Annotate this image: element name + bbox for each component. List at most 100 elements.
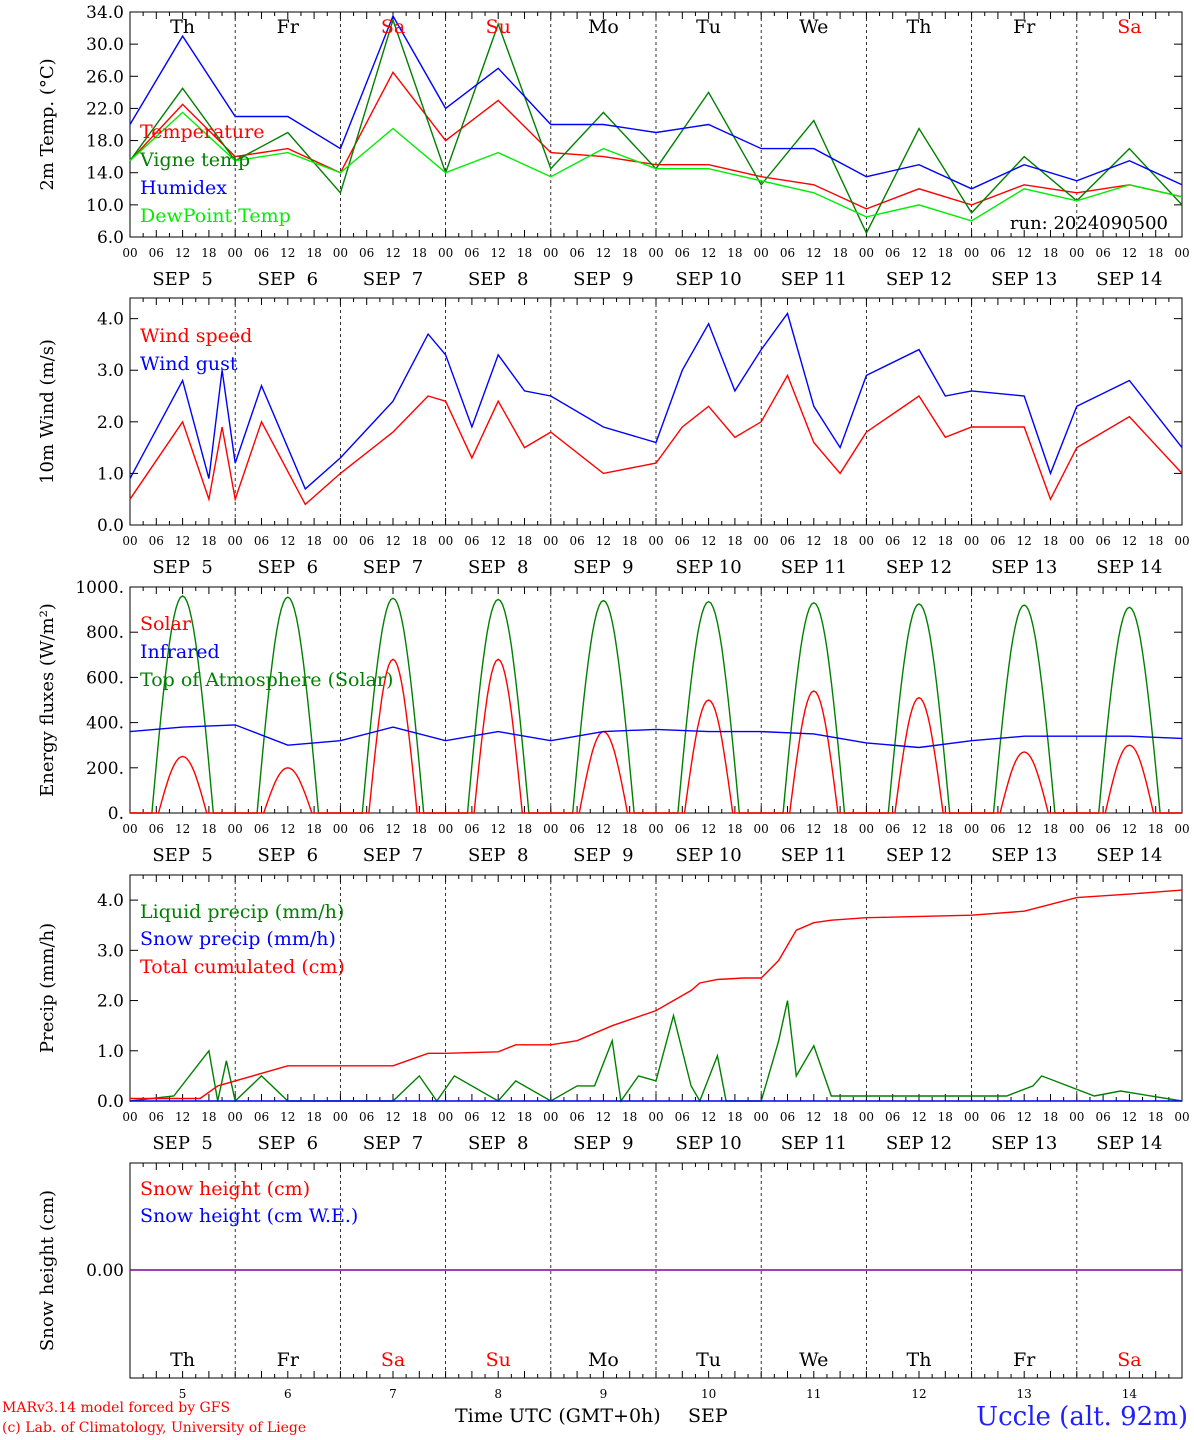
day-label: Th bbox=[170, 1349, 195, 1371]
day-number: 14 bbox=[1122, 1387, 1138, 1400]
hour-label: 00 bbox=[122, 534, 137, 548]
hour-label: 18 bbox=[201, 534, 216, 548]
date-label: SEP 7 bbox=[363, 1133, 423, 1154]
panel-frame bbox=[129, 11, 1183, 238]
hour-label: 18 bbox=[832, 822, 847, 836]
hour-label: 06 bbox=[569, 822, 584, 836]
hour-label: 06 bbox=[1095, 246, 1110, 260]
hour-label: 18 bbox=[938, 1110, 953, 1124]
hour-label: 06 bbox=[780, 534, 795, 548]
hour-label: 06 bbox=[885, 1110, 900, 1124]
hour-label: 06 bbox=[569, 1110, 584, 1124]
hour-label: 12 bbox=[701, 1110, 716, 1124]
y-axis-label: 2m Temp. (°C) bbox=[37, 58, 58, 190]
hour-label: 12 bbox=[1017, 1110, 1032, 1124]
hour-label: 00 bbox=[543, 246, 558, 260]
y-tick-label: 200. bbox=[86, 759, 124, 779]
hour-label: 12 bbox=[491, 822, 506, 836]
date-label: SEP 14 bbox=[1096, 557, 1162, 578]
hour-label: 12 bbox=[175, 822, 190, 836]
y-tick-label: 2.0 bbox=[97, 992, 124, 1012]
hour-label: 12 bbox=[701, 822, 716, 836]
model-credit: MARv3.14 model forced by GFS bbox=[2, 1400, 231, 1416]
hour-label: 00 bbox=[228, 534, 243, 548]
hour-label: 06 bbox=[780, 822, 795, 836]
series-line-wind-speed bbox=[129, 373, 1183, 506]
hour-label: 00 bbox=[859, 822, 874, 836]
y-tick-label: 0.0 bbox=[97, 1092, 124, 1112]
date-label: SEP 7 bbox=[363, 269, 423, 290]
hour-label: 12 bbox=[491, 246, 506, 260]
hour-label: 12 bbox=[175, 246, 190, 260]
day-label: Tu bbox=[696, 16, 721, 38]
hour-label: 18 bbox=[727, 246, 742, 260]
date-label: SEP 12 bbox=[886, 269, 952, 290]
date-label: SEP 6 bbox=[258, 269, 318, 290]
day-label: Sa bbox=[381, 16, 405, 38]
hour-label: 18 bbox=[201, 1110, 216, 1124]
hour-label: 06 bbox=[254, 822, 269, 836]
date-label: SEP 6 bbox=[258, 1133, 318, 1154]
y-tick-label: 22.0 bbox=[86, 99, 124, 119]
day-label: We bbox=[799, 16, 828, 38]
hour-label: 00 bbox=[648, 246, 663, 260]
hour-label: 00 bbox=[122, 1110, 137, 1124]
series-line-humidex bbox=[129, 14, 1183, 190]
legend-entry: Vigne temp bbox=[139, 149, 250, 171]
panel-snow: 0.00 Snow height (cm) Snow height (cm) Snow… bbox=[37, 1162, 1183, 1400]
y-tick-label: 1.0 bbox=[97, 464, 124, 484]
hour-label: 00 bbox=[1069, 822, 1084, 836]
hour-label: 00 bbox=[122, 822, 137, 836]
hour-label: 12 bbox=[385, 1110, 400, 1124]
hour-label: 06 bbox=[359, 534, 374, 548]
date-label: SEP 8 bbox=[468, 1133, 528, 1154]
hour-label: 00 bbox=[648, 1110, 663, 1124]
day-label: Mo bbox=[588, 16, 619, 38]
hour-label: 18 bbox=[1043, 822, 1058, 836]
hour-label: 06 bbox=[149, 246, 164, 260]
hour-label: 18 bbox=[938, 822, 953, 836]
date-label: SEP 11 bbox=[781, 1133, 847, 1154]
hour-label: 00 bbox=[1069, 534, 1084, 548]
hour-label: 18 bbox=[938, 534, 953, 548]
date-label: SEP 5 bbox=[152, 845, 212, 866]
day-label: Su bbox=[486, 1349, 511, 1371]
hour-label: 18 bbox=[412, 822, 427, 836]
date-label: SEP 8 bbox=[468, 269, 528, 290]
hour-label: 12 bbox=[701, 246, 716, 260]
y-tick-label: 6.0 bbox=[97, 228, 124, 248]
date-label: SEP 10 bbox=[675, 845, 741, 866]
hour-label: 06 bbox=[990, 534, 1005, 548]
hour-label: 00 bbox=[543, 1110, 558, 1124]
hour-label: 06 bbox=[254, 1110, 269, 1124]
day-number: 5 bbox=[179, 1387, 187, 1400]
y-tick-label: 0.0 bbox=[97, 516, 124, 536]
y-tick-label: 1000. bbox=[75, 578, 124, 598]
date-label: SEP 13 bbox=[991, 1133, 1057, 1154]
hour-label: 00 bbox=[1069, 1110, 1084, 1124]
legend-entry: Snow height (cm W.E.) bbox=[140, 1205, 358, 1227]
hour-label: 06 bbox=[990, 246, 1005, 260]
legend-entry: Wind speed bbox=[140, 325, 252, 347]
hour-label: 18 bbox=[832, 1110, 847, 1124]
series-line-wind-gust bbox=[129, 311, 1183, 491]
hour-label: 00 bbox=[543, 534, 558, 548]
date-label: SEP 9 bbox=[573, 1133, 633, 1154]
series-line-infrared bbox=[129, 724, 1183, 749]
day-label: We bbox=[799, 1349, 828, 1371]
hour-label: 18 bbox=[832, 246, 847, 260]
hour-label: 06 bbox=[990, 1110, 1005, 1124]
hour-label: 12 bbox=[701, 534, 716, 548]
hour-label: 18 bbox=[727, 1110, 742, 1124]
hour-label: 00 bbox=[754, 822, 769, 836]
date-label: SEP 5 bbox=[152, 1133, 212, 1154]
hour-label: 12 bbox=[806, 534, 821, 548]
hour-label: 18 bbox=[306, 534, 321, 548]
hour-label: 18 bbox=[412, 1110, 427, 1124]
y-tick-label: 0.00 bbox=[86, 1261, 124, 1281]
hour-label: 06 bbox=[359, 1110, 374, 1124]
hour-label: 00 bbox=[964, 246, 979, 260]
hour-label: 00 bbox=[1174, 1110, 1189, 1124]
date-label: SEP 10 bbox=[675, 557, 741, 578]
hour-label: 18 bbox=[517, 534, 532, 548]
